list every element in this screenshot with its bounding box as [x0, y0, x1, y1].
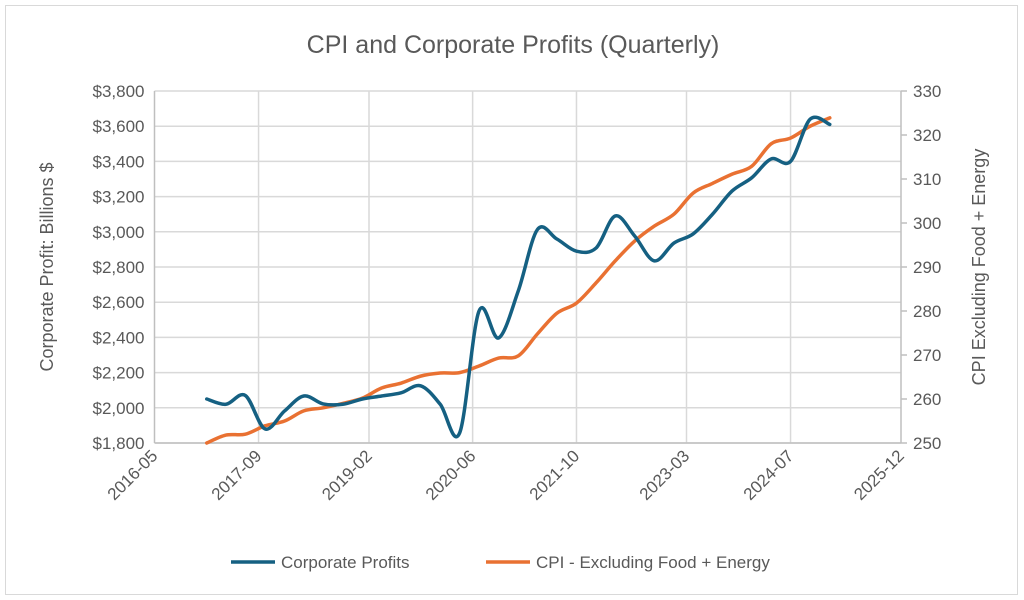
y-tick-label: $2,600 — [93, 293, 145, 312]
y2-tick-label: 250 — [913, 434, 941, 453]
chart-title: CPI and Corporate Profits (Quarterly) — [307, 31, 720, 59]
x-tick-label: 2025-12 — [850, 446, 908, 504]
x-tick-label: 2019-02 — [318, 446, 376, 504]
x-tick-label: 2016-05 — [104, 446, 162, 504]
y2-tick-label: 300 — [913, 214, 941, 233]
legend-label: CPI - Excluding Food + Energy — [536, 553, 770, 572]
y-tick-label: $3,000 — [93, 223, 145, 242]
y-tick-label: $3,200 — [93, 188, 145, 207]
line-chart: CPI and Corporate Profits (Quarterly) $1… — [37, 31, 989, 572]
series-lines — [204, 115, 832, 445]
legend: Corporate Profits CPI - Excluding Food + … — [231, 553, 770, 572]
y2-tick-label: 310 — [913, 170, 941, 189]
corporate-profits-line — [204, 115, 832, 439]
legend-label: Corporate Profits — [281, 553, 410, 572]
gridlines — [154, 90, 901, 444]
y2-axis-label: CPI Excluding Food + Energy — [969, 149, 989, 386]
x-tick-label: 2023-03 — [636, 446, 694, 504]
x-tick-label: 2017-09 — [208, 446, 266, 504]
cpi-line — [204, 116, 832, 445]
y-tick-label: $2,400 — [93, 328, 145, 347]
y-tick-label: $3,400 — [93, 152, 145, 171]
y-tick-label: $1,800 — [93, 434, 145, 453]
y2-tick-label: 330 — [913, 82, 941, 101]
y2-tick-label: 260 — [913, 390, 941, 409]
x-tick-label: 2024-07 — [740, 446, 798, 504]
y-tick-label: $2,200 — [93, 364, 145, 383]
y2-tick-label: 270 — [913, 346, 941, 365]
y2-tick-label: 320 — [913, 126, 941, 145]
chart-frame: CPI and Corporate Profits (Quarterly) $1… — [5, 5, 1018, 595]
y2-tick-label: 280 — [913, 302, 941, 321]
x-tick-label: 2021-10 — [526, 446, 584, 504]
x-tick-label: 2020-06 — [422, 446, 480, 504]
y-axis-label: Corporate Profit: Billions $ — [37, 162, 57, 371]
y-tick-label: $3,600 — [93, 117, 145, 136]
y-tick-label: $2,000 — [93, 399, 145, 418]
y2-tick-label: 290 — [913, 258, 941, 277]
y-tick-label: $2,800 — [93, 258, 145, 277]
y-tick-label: $3,800 — [93, 82, 145, 101]
